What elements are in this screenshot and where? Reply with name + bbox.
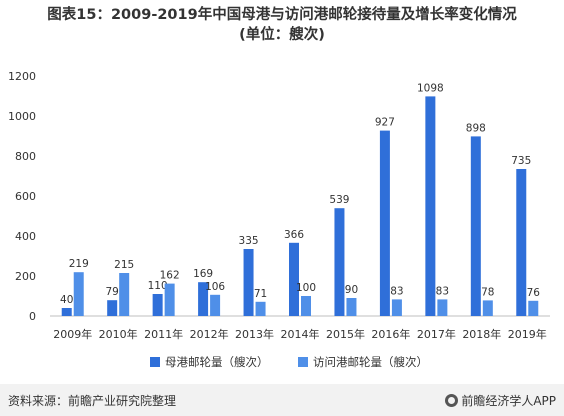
y-tick-label: 1200 xyxy=(8,70,36,83)
chart-title: 图表15：2009-2019年中国母港与访问港邮轮接待量及增长率变化情况 xyxy=(47,7,517,23)
bar-visiting xyxy=(482,300,493,316)
data-label: 366 xyxy=(284,229,304,241)
data-label: 100 xyxy=(296,282,316,294)
data-label: 162 xyxy=(160,270,180,282)
bar-homeport xyxy=(516,169,527,316)
bar-homeport xyxy=(107,300,118,316)
x-tick-label: 2011年 xyxy=(144,327,183,341)
bar-visiting xyxy=(73,272,84,316)
legend-label: 母港邮轮量（艘次） xyxy=(165,355,269,369)
data-label: 539 xyxy=(329,194,349,206)
chart-subtitle: (单位：艘次) xyxy=(239,27,325,43)
x-tick-label: 2014年 xyxy=(281,327,320,341)
data-label: 335 xyxy=(239,235,259,247)
data-label: 927 xyxy=(375,117,395,129)
legend-swatch xyxy=(150,357,160,367)
x-tick-label: 2016年 xyxy=(371,327,410,341)
source-note: 资料来源：前瞻产业研究院整理 xyxy=(8,394,177,408)
bar-homeport xyxy=(243,249,254,316)
bar-homeport xyxy=(470,136,481,316)
bar-homeport xyxy=(379,130,390,316)
y-tick-label: 0 xyxy=(29,310,36,323)
bar-visiting xyxy=(255,301,266,316)
data-label: 71 xyxy=(254,288,267,300)
bar-visiting xyxy=(119,273,130,316)
bar-homeport xyxy=(425,96,436,317)
y-tick-label: 200 xyxy=(15,270,36,283)
data-label: 219 xyxy=(69,258,89,270)
legend-label: 访问港邮轮量（艘次） xyxy=(313,355,428,369)
bar-visiting xyxy=(210,294,221,316)
data-label: 40 xyxy=(60,294,73,306)
data-label: 90 xyxy=(345,284,358,296)
brand-credit: 前瞻经济学人APP xyxy=(445,392,556,409)
data-label: 898 xyxy=(466,122,486,134)
data-label: 79 xyxy=(105,286,118,298)
data-label: 110 xyxy=(148,280,168,292)
data-label: 78 xyxy=(481,286,494,298)
bar-homeport xyxy=(289,242,299,316)
data-label: 215 xyxy=(114,259,134,271)
x-tick-label: 2010年 xyxy=(99,327,138,341)
bar-homeport xyxy=(334,208,345,316)
bar-visiting xyxy=(301,296,311,316)
brand-name: 前瞻经济学人APP xyxy=(461,394,556,408)
data-label: 1098 xyxy=(417,82,444,94)
x-tick-label: 2015年 xyxy=(326,327,365,341)
data-label: 76 xyxy=(527,287,541,299)
y-tick-label: 1000 xyxy=(8,110,36,123)
bar-visiting xyxy=(437,299,448,316)
x-tick-label: 2017年 xyxy=(417,327,456,341)
y-tick-label: 600 xyxy=(15,190,36,203)
x-tick-label: 2019年 xyxy=(508,327,547,341)
y-tick-label: 800 xyxy=(15,150,36,163)
x-tick-label: 2009年 xyxy=(53,327,92,341)
bar-visiting xyxy=(346,298,357,316)
x-tick-label: 2012年 xyxy=(190,327,229,341)
bar-homeport xyxy=(198,282,209,316)
bar-homeport xyxy=(152,294,163,316)
x-tick-label: 2018年 xyxy=(462,327,501,341)
legend-swatch xyxy=(298,357,308,367)
bar-homeport xyxy=(61,308,72,316)
bar-chart: 0 200 400 600 800 1000 1200 40 219 2009年 79 215 2010… xyxy=(8,70,550,369)
bar-visiting xyxy=(391,299,402,316)
data-label: 83 xyxy=(436,285,449,297)
bar-visiting xyxy=(164,283,175,316)
bar-visiting xyxy=(528,300,539,316)
data-label: 735 xyxy=(511,155,531,167)
brand-logo-icon xyxy=(445,394,459,407)
data-label: 106 xyxy=(205,281,225,293)
data-label: 169 xyxy=(193,268,213,280)
x-tick-label: 2013年 xyxy=(235,327,274,341)
data-label: 83 xyxy=(390,285,403,297)
footer-bar xyxy=(0,384,564,416)
y-tick-label: 400 xyxy=(15,230,36,243)
